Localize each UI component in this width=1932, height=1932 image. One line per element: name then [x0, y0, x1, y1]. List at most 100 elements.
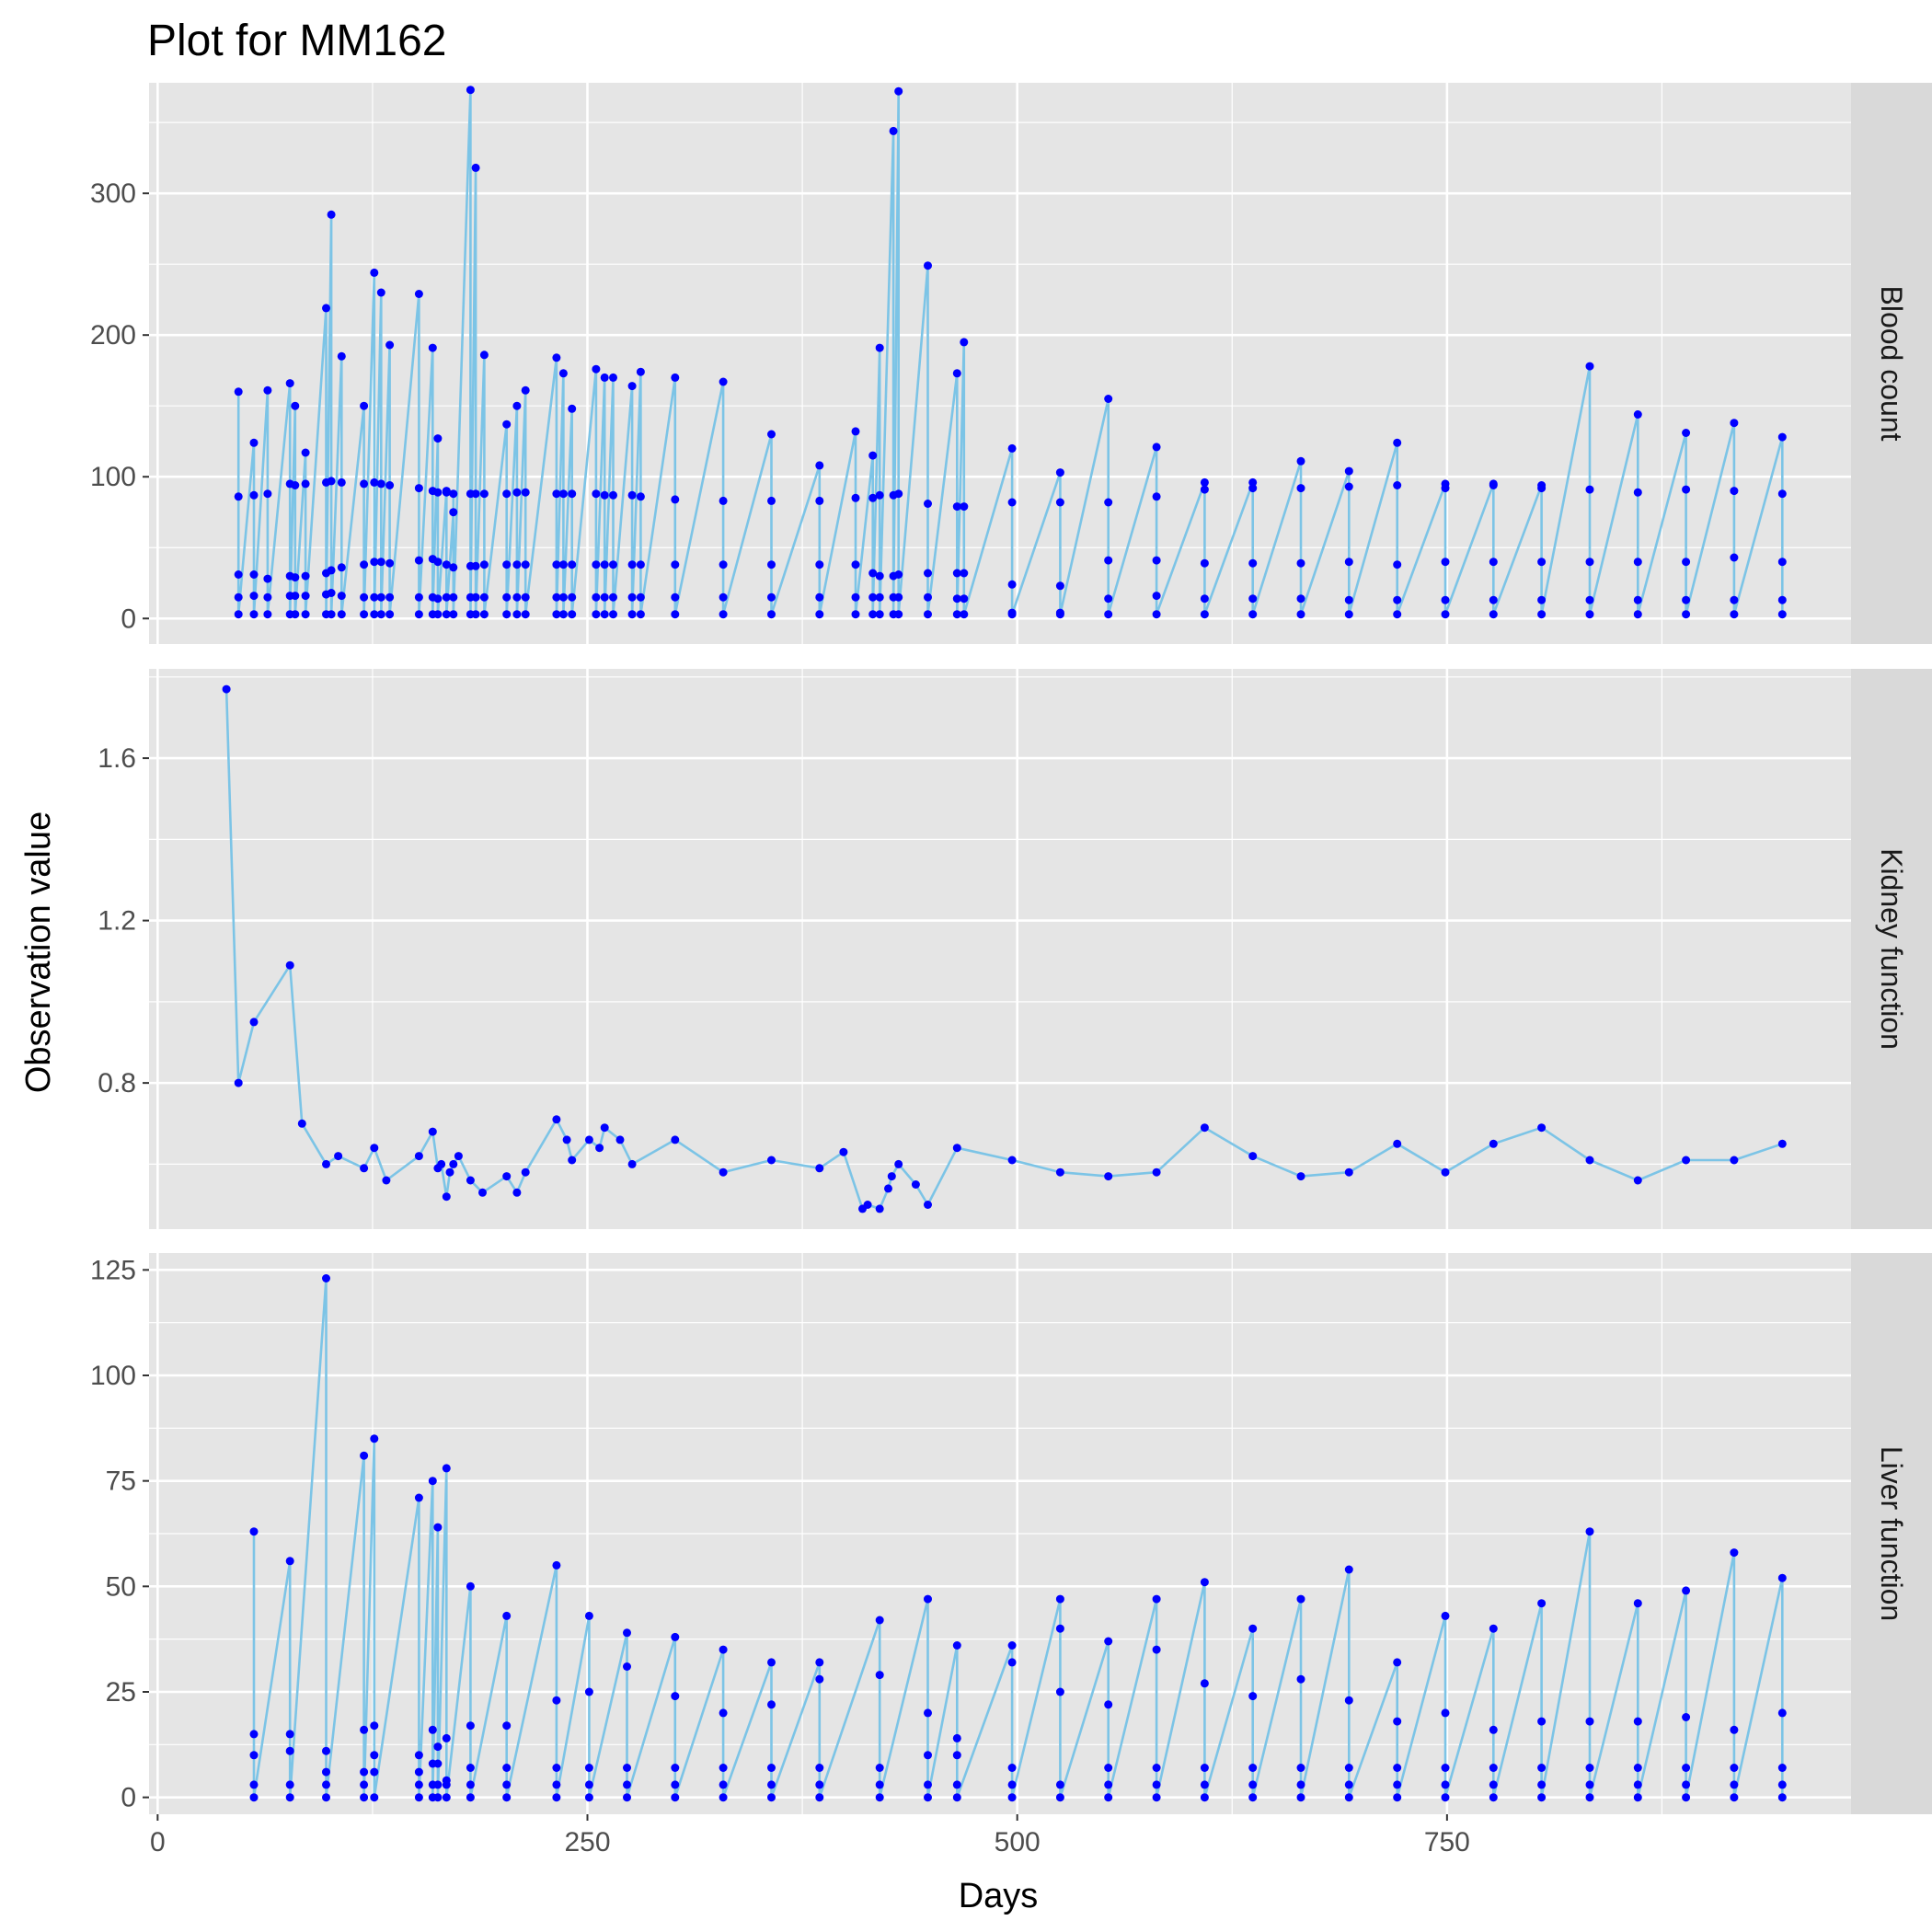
- data-point: [1007, 1156, 1017, 1165]
- data-point: [671, 1135, 680, 1144]
- data-point: [337, 610, 346, 619]
- data-point: [1200, 610, 1209, 619]
- data-point: [952, 1641, 961, 1650]
- data-point: [249, 1780, 259, 1789]
- data-point: [249, 1793, 259, 1802]
- data-point: [301, 610, 310, 619]
- y-tick-label: 1.6: [98, 743, 136, 774]
- data-point: [1104, 1780, 1113, 1789]
- data-point: [600, 560, 609, 569]
- panel-background: [149, 669, 1851, 1229]
- data-point: [502, 560, 512, 569]
- data-point: [512, 401, 522, 410]
- data-point: [370, 1767, 379, 1777]
- data-point: [433, 1780, 443, 1789]
- data-point: [1489, 481, 1498, 489]
- data-point: [466, 86, 475, 95]
- data-point: [322, 1767, 330, 1777]
- data-point: [234, 592, 243, 602]
- data-point: [376, 610, 385, 619]
- data-point: [1104, 594, 1113, 604]
- data-point: [471, 610, 480, 619]
- data-point: [767, 1780, 776, 1789]
- series-line: [224, 689, 1783, 1211]
- data-point: [471, 592, 480, 602]
- data-point: [1682, 1780, 1691, 1789]
- data-point: [512, 488, 522, 497]
- data-point: [1489, 558, 1498, 567]
- data-point: [382, 1176, 391, 1185]
- data-point: [385, 558, 395, 568]
- data-point: [1633, 410, 1642, 419]
- data-point: [285, 960, 294, 970]
- data-point: [442, 592, 451, 602]
- data-point: [1104, 1793, 1113, 1802]
- data-point: [1007, 580, 1017, 589]
- facet-strip: [1851, 1253, 1932, 1814]
- y-tick-label: 100: [90, 1361, 136, 1391]
- data-point: [767, 430, 776, 439]
- data-point: [1585, 362, 1594, 371]
- data-point: [521, 610, 530, 619]
- data-point: [767, 1793, 776, 1802]
- data-point: [952, 610, 961, 619]
- data-point: [1393, 1717, 1402, 1726]
- data-point: [1007, 1793, 1017, 1802]
- data-point: [502, 1611, 512, 1620]
- data-point: [1441, 1764, 1450, 1772]
- data-point: [249, 610, 259, 619]
- data-point: [1248, 1780, 1258, 1789]
- data-point: [1537, 1123, 1547, 1133]
- data-point: [1777, 595, 1787, 604]
- facet-strip-label: Blood count: [1875, 285, 1908, 441]
- data-point: [952, 1793, 961, 1802]
- data-point: [584, 1611, 593, 1620]
- data-point: [360, 1725, 369, 1734]
- data-point: [1682, 595, 1691, 604]
- data-point: [370, 1434, 379, 1443]
- data-point: [370, 592, 379, 602]
- data-point: [1777, 558, 1787, 567]
- data-point: [552, 1115, 561, 1124]
- data-point: [479, 610, 489, 619]
- data-point: [1104, 1764, 1113, 1772]
- data-point: [600, 373, 609, 382]
- data-point: [249, 438, 259, 447]
- data-point: [1152, 1594, 1161, 1604]
- data-point: [1296, 484, 1305, 493]
- data-point: [719, 1645, 728, 1654]
- data-point: [376, 479, 385, 489]
- data-point: [868, 569, 878, 578]
- data-point: [385, 610, 395, 619]
- data-point: [1682, 429, 1691, 437]
- data-point: [249, 1527, 259, 1536]
- panel-background: [149, 83, 1851, 644]
- data-point: [1152, 1780, 1161, 1789]
- data-point: [552, 489, 561, 499]
- data-point: [1777, 1793, 1787, 1802]
- data-point: [719, 377, 728, 386]
- data-point: [327, 566, 336, 575]
- data-point: [568, 489, 577, 499]
- data-point: [815, 1164, 824, 1173]
- data-point: [1585, 1764, 1594, 1772]
- data-point: [1007, 1780, 1017, 1789]
- data-point: [1055, 1167, 1064, 1177]
- data-point: [609, 373, 617, 382]
- data-point: [875, 1671, 884, 1680]
- data-point: [301, 592, 310, 601]
- data-point: [719, 1793, 728, 1802]
- data-point: [1682, 1156, 1691, 1165]
- data-point: [1296, 1594, 1305, 1604]
- x-axis: 0 250 500 750: [150, 1814, 1470, 1857]
- data-point: [437, 1159, 446, 1168]
- data-point: [1007, 443, 1017, 453]
- data-point: [449, 508, 458, 517]
- data-point: [1730, 595, 1739, 604]
- data-point: [868, 610, 878, 619]
- panel-blood-count: 0 100 200 300 Blood count: [90, 83, 1932, 644]
- data-point: [568, 592, 577, 602]
- data-point: [894, 610, 903, 619]
- data-point: [370, 1144, 379, 1153]
- data-point: [875, 1764, 884, 1772]
